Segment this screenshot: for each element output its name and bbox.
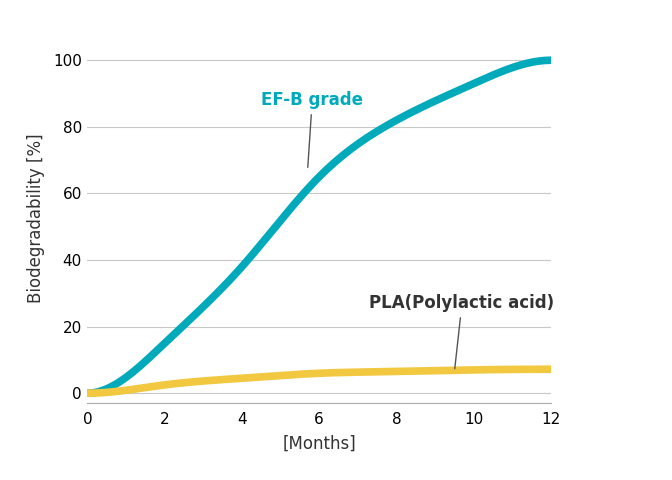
X-axis label: [Months]: [Months]	[282, 435, 356, 453]
Y-axis label: Biodegradability [%]: Biodegradability [%]	[27, 133, 44, 303]
Text: PLA(Polylactic acid): PLA(Polylactic acid)	[370, 294, 554, 369]
Text: EF-B grade: EF-B grade	[261, 91, 364, 168]
